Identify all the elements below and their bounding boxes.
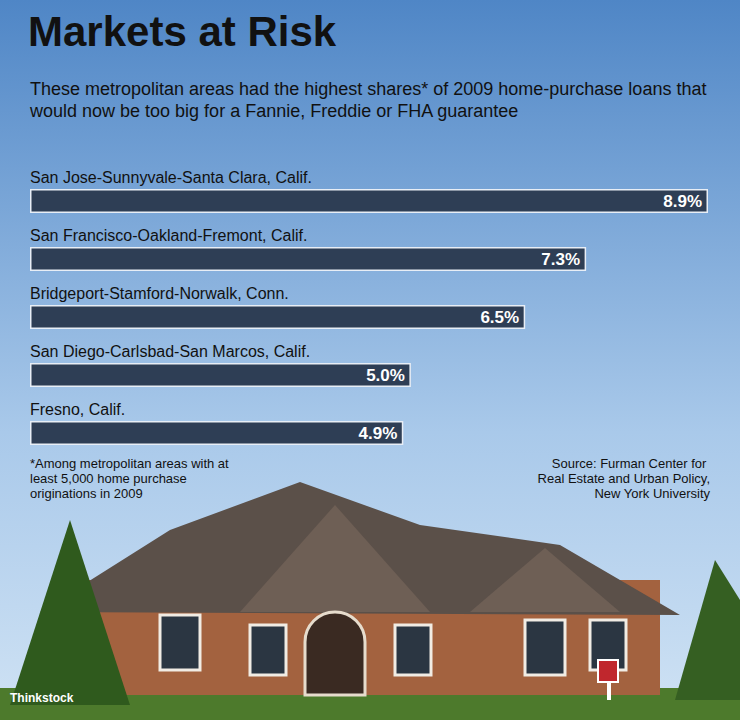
svg-text:6.5%: 6.5% — [480, 308, 519, 327]
svg-text:originations in 2009: originations in 2009 — [30, 486, 143, 501]
svg-text:least 5,000 home purchase: least 5,000 home purchase — [30, 471, 190, 486]
svg-text:Markets at Risk: Markets at Risk — [28, 8, 337, 55]
svg-text:would now be too big for a Fan: would now be too big for a Fannie, Fredd… — [29, 101, 518, 121]
svg-text:San Jose-Sunnyvale-Santa Clara: San Jose-Sunnyvale-Santa Clara, Calif. — [30, 169, 312, 186]
svg-text:*Among metropolitan areas with: *Among metropolitan areas with at — [30, 456, 232, 471]
svg-text:4.9%: 4.9% — [359, 424, 398, 443]
svg-text:Real Estate and Urban Policy,: Real Estate and Urban Policy, — [538, 471, 710, 486]
svg-text:San Diego-Carlsbad-San Marcos,: San Diego-Carlsbad-San Marcos, Calif. — [30, 343, 310, 360]
svg-text:Fresno, Calif.: Fresno, Calif. — [30, 401, 125, 418]
svg-text:5.0%: 5.0% — [366, 366, 405, 385]
svg-text:8.9%: 8.9% — [663, 192, 702, 211]
svg-text:Bridgeport-Stamford-Norwalk, C: Bridgeport-Stamford-Norwalk, Conn. — [30, 285, 289, 302]
svg-text:Thinkstock: Thinkstock — [10, 691, 74, 705]
svg-text:7.3%: 7.3% — [541, 250, 580, 269]
svg-text:New York University: New York University — [591, 486, 711, 501]
svg-text:Source: Furman Center for: Source: Furman Center for — [552, 456, 710, 471]
svg-text:These metropolitan areas had t: These metropolitan areas had the highest… — [30, 79, 711, 99]
svg-text:San Francisco-Oakland-Fremont,: San Francisco-Oakland-Fremont, Calif. — [30, 227, 307, 244]
